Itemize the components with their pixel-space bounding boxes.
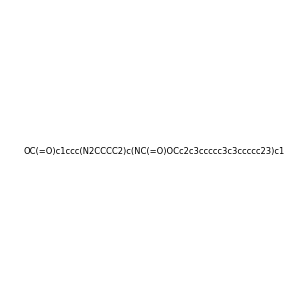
Text: OC(=O)c1ccc(N2CCCC2)c(NC(=O)OCc2c3ccccc3c3ccccc23)c1: OC(=O)c1ccc(N2CCCC2)c(NC(=O)OCc2c3ccccc3… (23, 147, 284, 156)
